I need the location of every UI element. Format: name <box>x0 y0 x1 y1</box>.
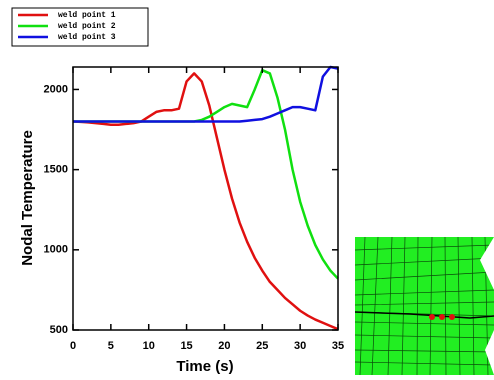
y-tick-label: 500 <box>50 324 68 336</box>
y-tick-label: 2000 <box>44 83 68 95</box>
x-tick-label: 10 <box>143 340 155 352</box>
y-axis-label: Nodal Temperature <box>19 130 36 266</box>
y-tick-label: 1000 <box>44 244 68 256</box>
plot-area <box>73 67 338 329</box>
weld-dot <box>439 314 445 320</box>
x-tick-label: 15 <box>180 340 192 352</box>
chart: Time (s) Nodal Temperature 0 5 10 15 20 25 30 3… <box>0 0 494 375</box>
x-tick-label: 30 <box>294 340 306 352</box>
page: {"chart_data": {"type": "line", "x_label… <box>0 0 494 375</box>
x-tick-label: 35 <box>332 340 344 352</box>
x-tick-label: 5 <box>108 340 114 352</box>
weld-dot <box>429 314 435 320</box>
x-tick-label: 25 <box>256 340 268 352</box>
series-line <box>73 70 338 278</box>
legend-label: weld point 1 <box>58 11 116 20</box>
legend-label: weld point 2 <box>58 22 116 31</box>
y-tick-label: 1500 <box>44 164 68 176</box>
x-tick-label: 20 <box>218 340 230 352</box>
mesh-image <box>355 237 494 375</box>
series-line <box>73 73 338 329</box>
legend-label: weld point 3 <box>58 33 116 42</box>
weld-dot <box>449 314 455 320</box>
x-tick-label: 0 <box>70 340 76 352</box>
x-axis-label: Time (s) <box>176 358 233 375</box>
